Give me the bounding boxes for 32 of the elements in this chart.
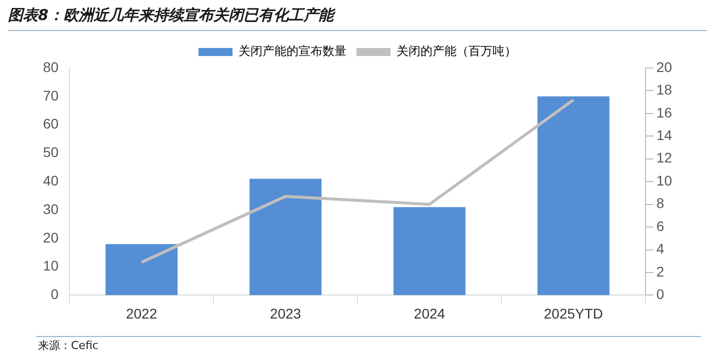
- chart-title: 图表8：欧洲近几年来持续宣布关闭已有化工产能: [8, 6, 334, 25]
- x-tick-label: 2023: [270, 305, 302, 322]
- y2-tick-label: 12: [656, 150, 672, 166]
- y2-tick-label: 6: [656, 218, 664, 234]
- y2-tick-label: 4: [656, 240, 664, 257]
- y-tick-label: 80: [42, 58, 59, 75]
- y2-tick-label: 14: [656, 127, 672, 144]
- bar: [393, 207, 466, 296]
- y-tick-label: 40: [42, 172, 59, 188]
- y-tick-label: 60: [42, 116, 59, 132]
- y2-tick-label: 20: [656, 58, 672, 75]
- y-tick-label: 70: [42, 87, 59, 104]
- y2-tick-label: 18: [656, 82, 672, 98]
- y-tick-label: 10: [42, 258, 59, 274]
- bar: [106, 244, 178, 296]
- y2-tick-label: 8: [656, 195, 664, 212]
- source-note: 来源：Cefic: [38, 338, 98, 352]
- y2-tick-label: 2: [656, 263, 664, 280]
- bar: [250, 178, 322, 296]
- y2-tick-label: 10: [656, 172, 672, 188]
- bar: [537, 96, 610, 296]
- y-tick-label: 50: [42, 144, 59, 160]
- x-tick-label: 2022: [126, 305, 158, 322]
- y-tick-label: 30: [42, 200, 59, 217]
- y2-tick-label: 16: [656, 104, 672, 120]
- legend-label: 关闭产能的宣布数量: [238, 44, 346, 58]
- x-tick-label: 2025YTD: [544, 305, 604, 322]
- x-tick-label: 2024: [414, 305, 446, 322]
- y-tick-label: 0: [50, 286, 59, 302]
- legend-label: 关闭的产能（百万吨）: [396, 44, 516, 58]
- y-tick-label: 20: [42, 229, 59, 246]
- y2-tick-label: 0: [656, 286, 664, 302]
